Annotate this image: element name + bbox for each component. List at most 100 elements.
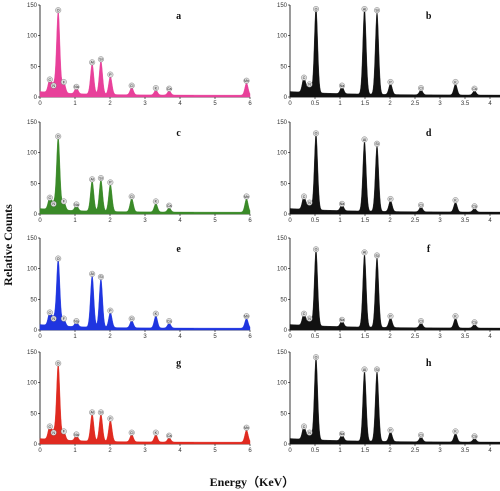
x-tick-label: 6: [248, 101, 252, 107]
peak-label-text: K: [155, 86, 158, 90]
y-tick-label: 150: [277, 236, 288, 242]
peak-label-circle: [152, 198, 159, 205]
peak-label-circle: [50, 429, 57, 436]
peak-label-circle: [306, 315, 313, 322]
peak-label-p: P: [107, 71, 114, 78]
panel-letter: a: [176, 11, 181, 22]
y-axis-title: Relative Counts: [1, 204, 15, 286]
peak-label-f: F: [60, 198, 67, 205]
peak-label-circle: [97, 409, 104, 416]
peak-label-circle: [339, 82, 345, 89]
peak-label-text: C: [303, 312, 306, 316]
peak-label-text: P: [109, 309, 112, 313]
peak-label-al: Al: [361, 6, 368, 12]
x-tick-label: 3.5: [461, 218, 470, 224]
peak-label-text: K: [454, 80, 457, 84]
x-tick-label: 2.5: [411, 334, 420, 340]
x-tick-label: 3: [143, 101, 147, 107]
peak-label-al: Al: [89, 409, 96, 416]
spectrum-panel-f: 0 50 100 150 0 0.5 1 1.5 2 2.5 3 3.5 4 CN O Na Al Si P Cl K C…: [277, 236, 500, 340]
x-tick-label: 2: [108, 218, 112, 224]
x-tick-label: 3: [143, 218, 147, 224]
x-tick-label: 1: [338, 218, 342, 224]
peak-label-circle: [166, 318, 173, 325]
spectrum-panel-b: 0 50 100 150 0 0.5 1 1.5 2 2.5 3 3.5 4 CN O Na Al Si P Cl K C…: [277, 3, 500, 107]
y-tick-label: 0: [284, 95, 288, 101]
peak-label-si: Si: [97, 175, 104, 182]
peak-label-k: K: [152, 85, 159, 92]
peak-label-circle: [243, 424, 250, 431]
peak-label-text: Al: [91, 272, 94, 276]
peak-label-c: C: [301, 74, 307, 81]
y-tick-label: 50: [30, 411, 37, 417]
peak-label-circle: [301, 74, 307, 81]
peak-label-si: Si: [97, 409, 104, 416]
x-tick-label: 3.5: [461, 334, 470, 340]
peak-label-circle: [55, 133, 62, 140]
x-tick-label: 1.5: [361, 218, 370, 224]
x-tick-label: 4: [488, 101, 492, 107]
x-tick-label: 1.5: [361, 448, 370, 454]
y-tick-label: 50: [280, 64, 287, 70]
peak-label-circle: [89, 59, 96, 66]
peak-label-na: Na: [339, 430, 345, 437]
peak-label-c: C: [46, 423, 53, 430]
x-tick-label: 4: [178, 101, 182, 107]
peak-label-na: Na: [73, 83, 80, 90]
peak-label-text: O: [315, 7, 318, 11]
peak-label-circle: [166, 202, 173, 209]
peak-label-circle: [301, 423, 307, 430]
peak-label-circle: [301, 193, 307, 200]
x-tick-label: 1: [73, 101, 77, 107]
peak-label-c: C: [301, 310, 307, 317]
peak-label-text: N: [52, 84, 55, 88]
peak-label-text: F: [63, 317, 66, 321]
x-tick-label: 1: [73, 218, 77, 224]
peak-label-text: Mn: [244, 79, 249, 83]
x-tick-label: 1: [338, 448, 342, 454]
peak-label-circle: [46, 194, 53, 201]
peak-label-c: C: [46, 194, 53, 201]
x-tick-label: 6: [248, 334, 252, 340]
spectrum-panel-d: 0 50 100 150 0 0.5 1 1.5 2 2.5 3 3.5 4 CN O Na Al Si P Cl K C…: [277, 120, 500, 224]
y-tick-label: 100: [27, 151, 38, 157]
spectrum-panel-h: 0 50 100 150 0 0.5 1 1.5 2 2.5 3 3.5 4 CN O Na Al Si P Cl K C…: [277, 350, 500, 454]
peak-label-text: P: [389, 197, 392, 201]
peak-label-na: Na: [339, 200, 345, 207]
peak-label-cl: Cl: [418, 432, 424, 439]
peak-label-o: O: [55, 360, 62, 367]
x-tick-label: 2: [388, 448, 392, 454]
peak-label-ca: Ca: [166, 202, 173, 209]
peak-label-text: Al: [363, 251, 366, 255]
peak-label-text: Ca: [167, 319, 172, 323]
peak-label-p: P: [387, 427, 394, 434]
x-axis-title: Energy（KeV）: [210, 474, 295, 489]
peak-label-p: P: [387, 313, 394, 320]
x-tick-label: 0: [288, 334, 292, 340]
y-tick-label: 0: [34, 442, 38, 448]
peak-label-text: K: [155, 312, 158, 316]
spectrum-panel-c: 0 50 100 150 0 1 2 3 4 5 6 CN O F Na Al Si P Cl K Ca Mn c: [27, 120, 252, 224]
peak-label-circle: [243, 313, 250, 320]
peak-label-text: Na: [74, 433, 79, 437]
peak-label-f: F: [60, 315, 67, 322]
peak-label-circle: [107, 415, 114, 422]
x-tick-label: 3: [143, 334, 147, 340]
peak-label-text: Ca: [167, 434, 172, 438]
peak-label-o: O: [313, 354, 319, 361]
x-tick-label: 6: [248, 218, 252, 224]
y-tick-label: 50: [280, 411, 287, 417]
peak-label-circle: [73, 201, 80, 208]
peak-label-c: C: [301, 193, 307, 200]
peak-label-k: K: [152, 429, 159, 436]
peak-label-text: Al: [363, 7, 366, 11]
peak-label-o: O: [55, 133, 62, 140]
peak-label-p: P: [107, 179, 114, 186]
peak-label-circle: [89, 176, 96, 183]
peak-label-text: C: [48, 196, 51, 200]
peak-label-text: C: [48, 78, 51, 82]
peak-label-text: O: [315, 132, 318, 136]
peak-label-circle: [313, 130, 319, 137]
peak-label-n: N: [50, 82, 57, 89]
y-tick-label: 150: [277, 350, 288, 356]
